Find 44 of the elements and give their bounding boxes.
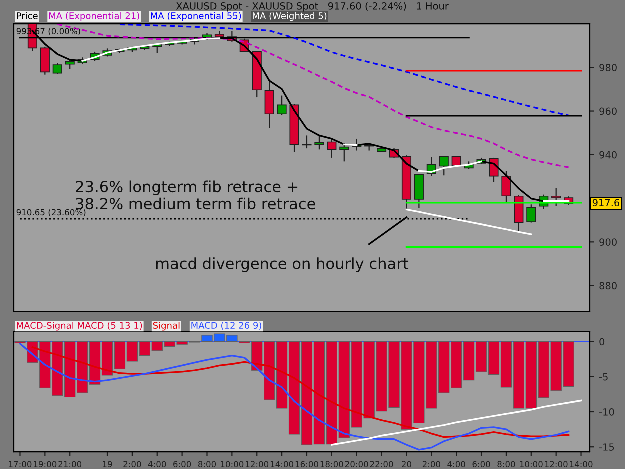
y-tick-label: 900 <box>600 238 617 246</box>
text: MA (Weighted 5) <box>253 12 327 22</box>
x-tick-label: 14:00 <box>570 461 593 468</box>
text: Signal <box>153 322 180 331</box>
y-tick-label: 0 <box>600 338 605 346</box>
x-tick-label: 18:00 <box>320 461 344 468</box>
x-tick-label: 8:00 <box>198 461 216 468</box>
series-label: MA (Exponential 55) <box>151 12 242 22</box>
x-tick-label: 21:00 <box>58 461 82 468</box>
y-tick-label: -10 <box>600 408 614 416</box>
x-tick-label: 4:00 <box>148 461 166 468</box>
x-tick-label: 12:00 <box>545 461 568 468</box>
annotation: macd divergence on hourly chart <box>156 258 409 272</box>
x-tick-label: 6:00 <box>174 461 192 468</box>
y-tick-label: 980 <box>600 64 617 72</box>
x-tick-label: 14:00 <box>270 461 294 468</box>
y-tick-label: -5 <box>600 374 608 381</box>
x-tick-label: 22:00 <box>370 461 394 468</box>
x-tick-label: 10:00 <box>520 461 543 468</box>
x-tick-label: 2:00 <box>422 461 440 468</box>
x-tick-label: 12:00 <box>246 461 269 468</box>
x-tick-label: 20:00 <box>345 461 368 468</box>
x-tick-label: 20 <box>402 461 412 468</box>
text: MACD (12 26 9) <box>192 322 262 330</box>
x-tick-label: 6:00 <box>472 461 490 468</box>
y-tick-label: 960 <box>600 108 617 116</box>
series-label: MACD-Signal MACD (5 13 1) <box>17 322 142 331</box>
chart-title: XAUUSD Spot - XAUUSD Spot 917.60 (-2.24%) 1 Hour <box>176 2 449 12</box>
x-tick-label: 16:00 <box>296 461 318 468</box>
x-tick-label: 4:00 <box>448 461 466 468</box>
x-tick-label: 8:00 <box>498 461 516 468</box>
annotation: 910.65 (23.60%) <box>16 209 86 217</box>
text: 917.6 <box>592 199 620 207</box>
annotation: 23.6% longterm fib retrace + 38.2% medium term fib retrace <box>76 180 316 210</box>
x-tick-label: 10:00 <box>221 461 244 468</box>
text: Price <box>17 12 38 20</box>
x-tick-label: 19 <box>103 461 112 468</box>
x-tick-label: 19:00 <box>34 461 57 468</box>
y-tick-label: 880 <box>600 282 617 290</box>
y-tick-label: 940 <box>600 151 617 159</box>
x-tick-label: 17:00 <box>9 461 32 468</box>
series-label: MA (Exponential 21) <box>49 12 140 22</box>
y-tick-label: -15 <box>600 444 614 451</box>
x-tick-label: 2:00 <box>124 461 142 468</box>
